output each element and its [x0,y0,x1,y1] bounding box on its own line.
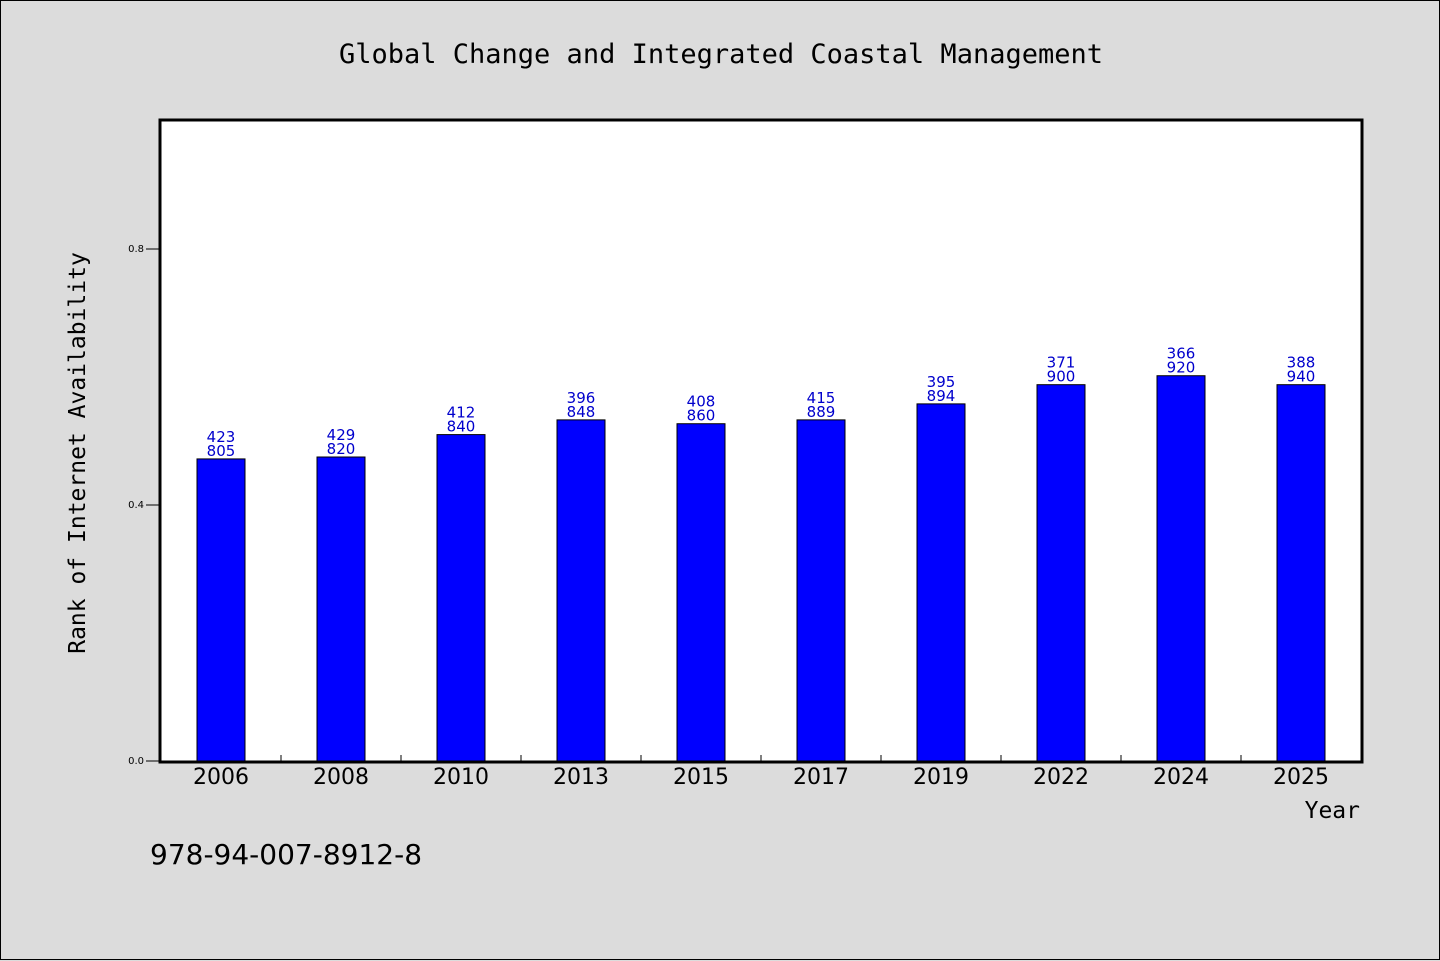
data-label-top-2015: 408 [687,393,716,411]
x-tick-label-2006: 2006 [193,765,249,790]
data-label-bottom-2025: 940 [1287,368,1316,386]
data-label-bottom-2010: 840 [447,418,476,436]
data-label-bottom-2006: 805 [207,442,236,460]
bar-2010 [436,434,486,762]
y-tick-label-1: 0.4 [128,500,144,511]
data-label-bottom-2024: 920 [1167,359,1196,377]
x-tick-label-2024: 2024 [1153,765,1209,790]
x-tick-label-2010: 2010 [433,765,489,790]
x-tick-label-2008: 2008 [313,765,369,790]
data-label-top-2017: 415 [807,389,836,407]
isbn-note: 978-94-007-8912-8 [150,838,422,871]
data-label-bottom-2013: 848 [567,403,596,421]
x-axis: 2006 2008 2010 2013 2015 2017 2019 2022 2024 2025 [193,755,1329,790]
plot-border [158,118,1364,764]
data-label-top-2006: 423 [207,428,236,446]
data-label-bottom-2008: 820 [327,440,356,458]
bar-2024 [1156,375,1206,762]
x-tick-label-2015: 2015 [673,765,729,790]
data-label-top-2022: 371 [1047,354,1076,372]
data-label-bottom-2022: 900 [1047,368,1076,386]
y-axis: 0.0 0.4 0.8 [128,244,161,767]
data-label-top-2025: 388 [1287,354,1316,372]
y-tick-label-0: 0.0 [128,756,144,767]
data-label-top-2013: 396 [567,389,596,407]
bar-2015 [676,423,726,762]
data-label-top-2008: 429 [327,426,356,444]
bars-group [196,375,1326,762]
bar-2008 [316,456,366,762]
bar-2025 [1276,384,1326,762]
bar-2017 [796,419,846,762]
x-tick-label-2022: 2022 [1033,765,1089,790]
x-tick-label-2017: 2017 [793,765,849,790]
y-tick-label-2: 0.8 [128,244,144,255]
data-label-top-2019: 395 [927,373,956,391]
bar-2019 [916,403,966,762]
bar-2006 [196,458,246,762]
data-label-bottom-2015: 860 [687,407,716,425]
chart-title: Global Change and Integrated Coastal Man… [339,39,1103,70]
x-axis-title: Year [1305,798,1360,824]
bar-2013 [556,419,606,762]
x-tick-label-2019: 2019 [913,765,969,790]
data-label-bottom-2019: 894 [927,387,956,405]
data-label-bottom-2017: 889 [807,403,836,421]
x-tick-label-2025: 2025 [1273,765,1329,790]
data-label-top-2024: 366 [1167,345,1196,363]
bar-2022 [1036,384,1086,762]
x-tick-label-2013: 2013 [553,765,609,790]
data-label-top-2010: 412 [447,404,476,422]
y-axis-title: Rank of Internet Availability [65,252,91,654]
